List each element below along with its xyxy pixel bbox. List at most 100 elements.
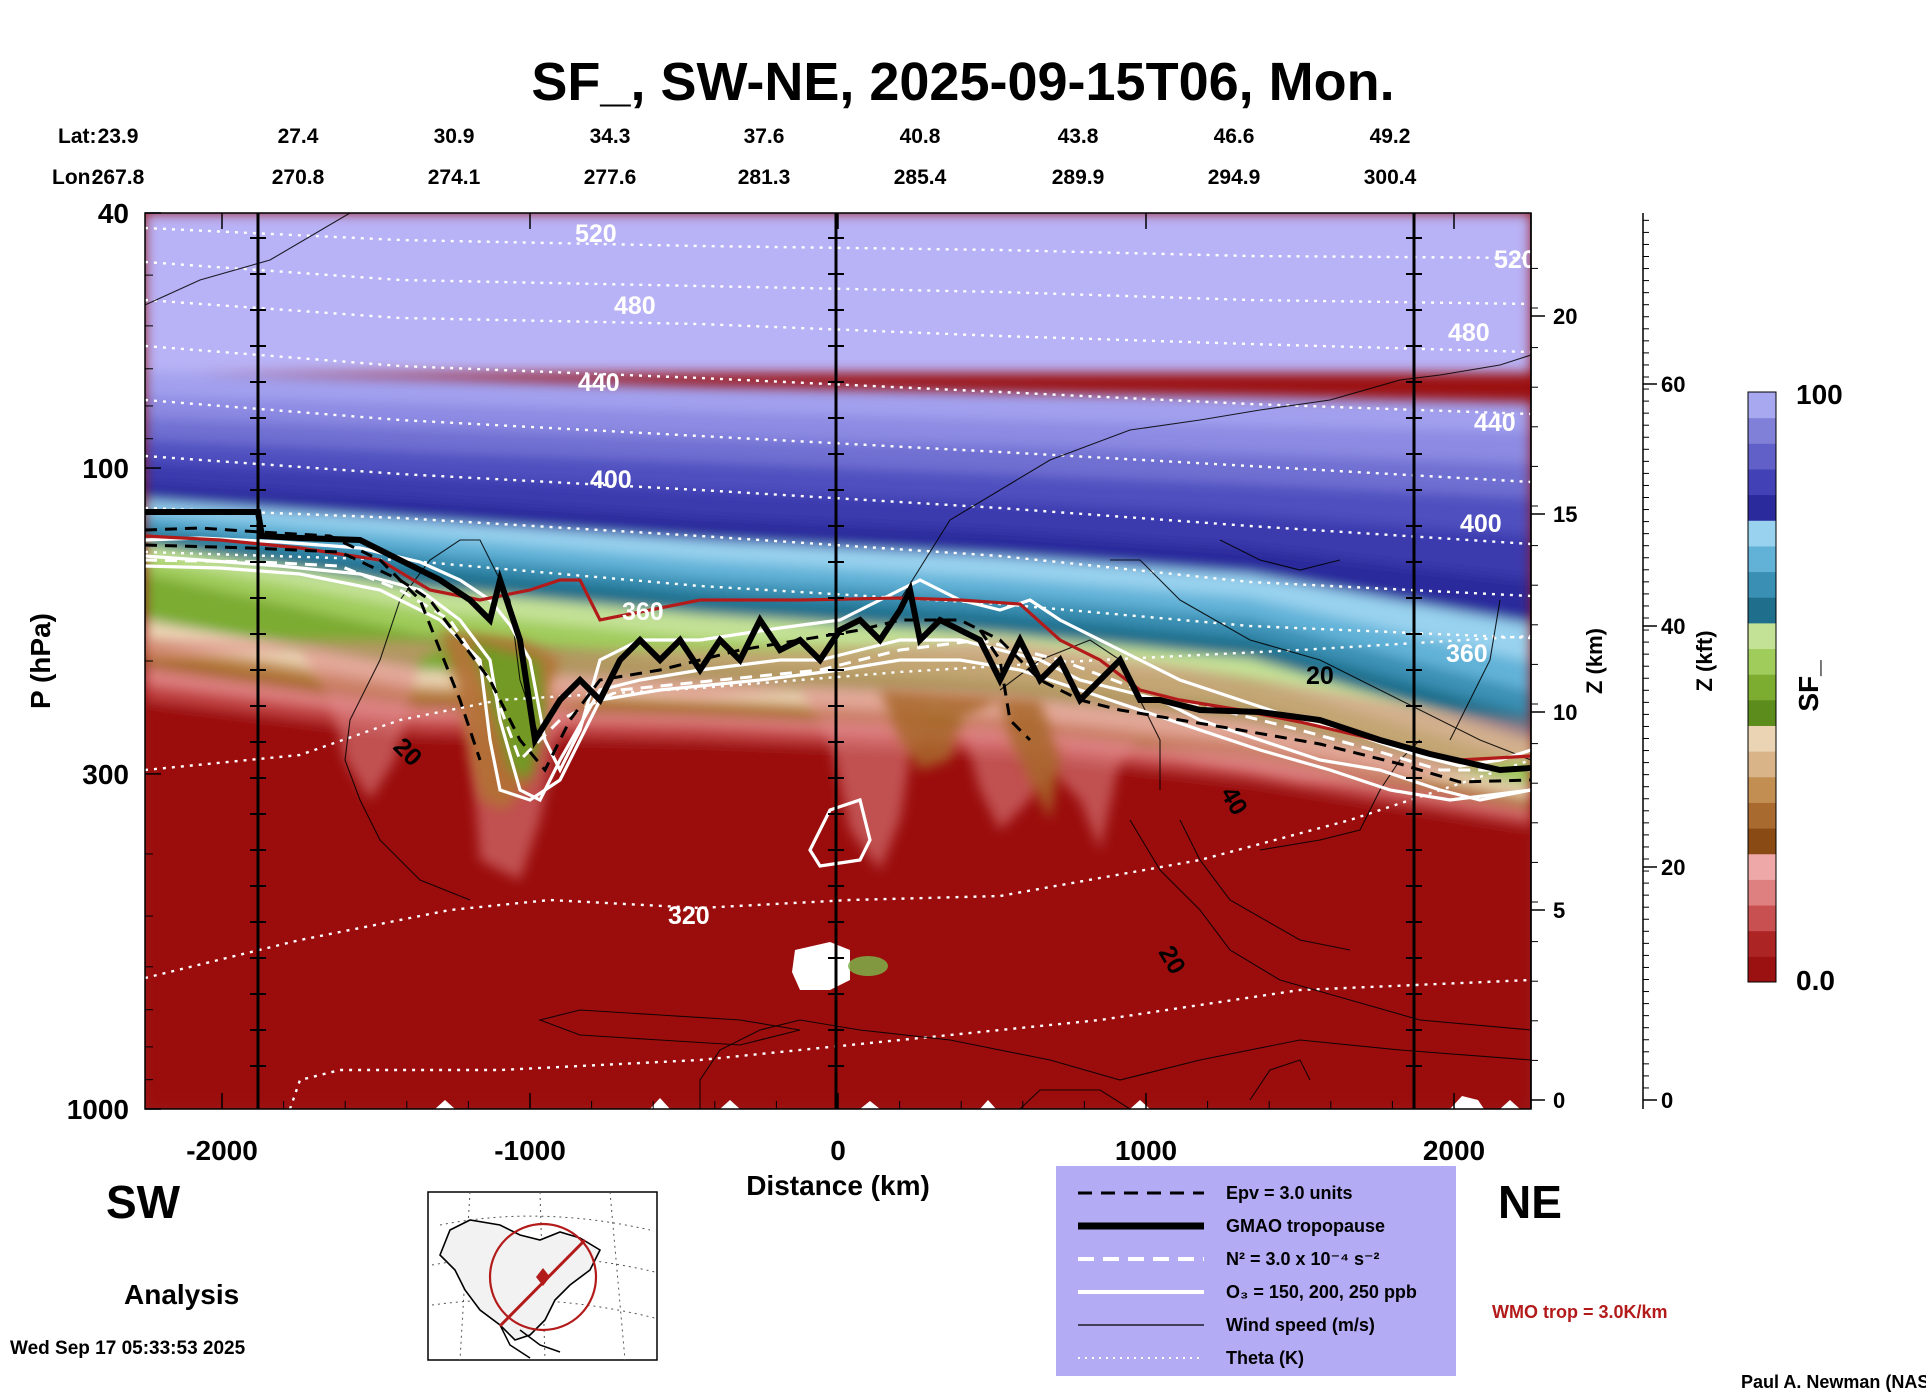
colorbar-swatch (1748, 545, 1776, 573)
z-km-tick-label: 15 (1553, 502, 1577, 527)
legend-label: GMAO tropopause (1226, 1216, 1385, 1236)
y-tick-label: 40 (98, 198, 129, 229)
colorbar-swatch (1748, 443, 1776, 470)
lon-value: 274.1 (428, 166, 481, 189)
colorbar-swatch (1748, 828, 1776, 855)
x-tick-label: 0 (830, 1135, 846, 1166)
theta-contour-label: 320 (668, 902, 710, 930)
colorbar-swatch (1748, 879, 1776, 906)
x-axis-label: Distance (km) (746, 1170, 930, 1201)
direction-sw-label: SW (106, 1176, 181, 1228)
theta-contour-label: 520 (575, 220, 617, 248)
lon-value: 285.4 (894, 166, 947, 189)
z-kft-tick-label: 40 (1661, 614, 1685, 639)
theta-contour-label: 440 (1474, 409, 1516, 437)
lon-value: 267.8 (92, 166, 145, 189)
legend-label: Wind speed (m/s) (1226, 1315, 1375, 1335)
z-kft-tick-label: 60 (1661, 372, 1685, 397)
x-tick-label: 2000 (1423, 1135, 1485, 1166)
colorbar-swatch (1748, 648, 1776, 675)
z-kft-axis: 0 20 40 60 (1642, 213, 1685, 1113)
legend-label: N² = 3.0 x 10⁻⁴ s⁻² (1226, 1249, 1379, 1269)
y-tick-label: 100 (82, 453, 129, 484)
colorbar-max-label: 100 (1796, 379, 1843, 410)
lat-row-label: Lat: (58, 125, 97, 148)
epv-contours (145, 526, 1531, 784)
colorbar-swatch (1748, 468, 1776, 496)
n2-contours (145, 558, 1531, 772)
colorbar-swatch (1748, 905, 1776, 932)
theta-contour-label: 400 (1460, 510, 1502, 538)
lat-value: 40.8 (900, 125, 941, 148)
lat-value: 27.4 (278, 125, 319, 148)
z-kft-tick-label: 20 (1661, 855, 1685, 880)
z-km-tick-label: 5 (1553, 898, 1565, 923)
theta-contour-label: 480 (1448, 319, 1490, 347)
lat-lon-labels: 23.9 27.4 30.9 34.3 37.6 40.8 43.8 46.6 49.2 267.… (92, 125, 1417, 189)
theta-contours (145, 226, 1531, 1109)
theta-contour-label: 360 (622, 598, 664, 626)
z-km-axis: 0 5 10 15 20 (1530, 213, 1577, 1113)
legend-label: O₃ = 150, 200, 250 ppb (1226, 1282, 1417, 1302)
colorbar-swatch (1748, 725, 1776, 752)
lat-value: 46.6 (1214, 125, 1255, 148)
wmo-trop-label: WMO trop = 3.0K/km (1492, 1302, 1668, 1322)
lat-value: 34.3 (590, 125, 631, 148)
y-tick-label: 300 (82, 759, 129, 790)
z-km-tick-label: 10 (1553, 700, 1577, 725)
colorbar-swatch (1748, 956, 1776, 983)
colorbar-swatch (1748, 674, 1776, 701)
colorbar-swatch (1748, 571, 1776, 598)
lon-value: 281.3 (738, 166, 791, 189)
colorbar-swatch (1748, 751, 1776, 778)
y-axis-label: P (hPa) (25, 613, 56, 709)
reference-verticals (256, 213, 1416, 1109)
z-km-tick-label: 0 (1553, 1088, 1565, 1113)
inset-map (427, 1191, 658, 1361)
x-tick-label: 1000 (1115, 1135, 1177, 1166)
x-ticks: -2000 -1000 0 1000 2000 (186, 213, 1485, 1166)
direction-ne-label: NE (1498, 1176, 1562, 1228)
colorbar-swatch (1748, 853, 1776, 880)
timestamp-label: Wed Sep 17 05:33:53 2025 (10, 1338, 246, 1359)
colorbar (1747, 391, 1777, 983)
north-america-outline-icon (439, 1219, 602, 1341)
y-ticks: 40 100 300 1000 (67, 198, 161, 1125)
y-tick-label: 1000 (67, 1094, 129, 1125)
domain-circle-icon (488, 1222, 598, 1332)
colorbar-swatch (1748, 776, 1776, 803)
lat-value: 43.8 (1058, 125, 1099, 148)
colorbar-swatch (1748, 699, 1776, 726)
theta-contour-label: 520 (1494, 246, 1536, 274)
colorbar-swatch (1748, 417, 1776, 444)
lat-value: 37.6 (744, 125, 785, 148)
legend: Epv = 3.0 units GMAO tropopause N² = 3.0 x… (1056, 1166, 1456, 1376)
lat-value: 23.9 (98, 125, 139, 148)
colorbar-swatch (1748, 520, 1776, 547)
wmo-tropopause-line (145, 534, 1531, 762)
z-km-tick-label: 20 (1553, 304, 1577, 329)
lon-value: 289.9 (1052, 166, 1105, 189)
colorbar-label: SF_ (1793, 660, 1824, 712)
z-kft-tick-label: 0 (1661, 1088, 1673, 1113)
gmao-tropopause-line (145, 509, 1531, 774)
theta-contour-label: 400 (590, 466, 632, 494)
colorbar-swatch (1748, 392, 1776, 419)
x-tick-label: -1000 (494, 1135, 566, 1166)
colorbar-swatch (1748, 494, 1776, 521)
colorbar-swatch (1748, 802, 1776, 829)
lon-value: 294.9 (1208, 166, 1261, 189)
lon-value: 300.4 (1364, 166, 1417, 189)
colorbar-min-label: 0.0 (1796, 965, 1835, 996)
credit-label: Paul A. Newman (NASA (1741, 1372, 1926, 1392)
z-kft-axis-label: Z (kft) (1692, 630, 1717, 691)
theta-contour-label: 440 (578, 369, 620, 397)
chart-title: SF_, SW-NE, 2025-09-15T06, Mon. (531, 52, 1394, 112)
lon-value: 277.6 (584, 166, 637, 189)
lat-value: 49.2 (1370, 125, 1411, 148)
wind-contour-label: 20 (1306, 662, 1334, 690)
lon-row-label: Lon: (52, 166, 97, 189)
theta-contour-label: 480 (614, 292, 656, 320)
colorbar-swatch (1748, 597, 1776, 624)
